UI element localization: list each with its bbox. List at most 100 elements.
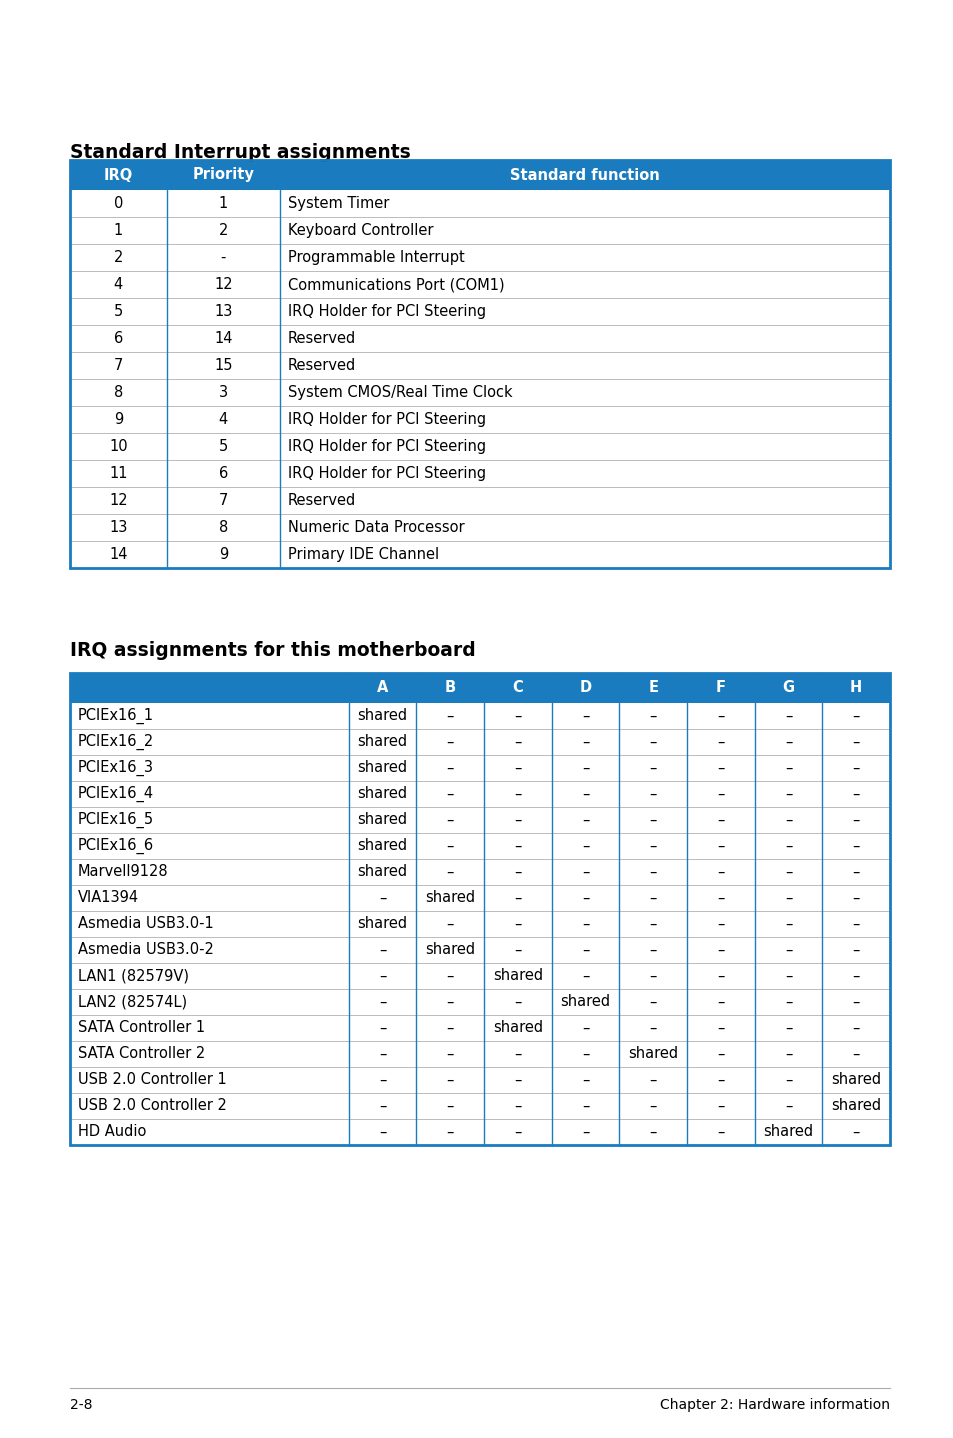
Bar bbox=[70, 673, 889, 1145]
Text: –: – bbox=[378, 1021, 386, 1035]
Text: 1: 1 bbox=[218, 196, 228, 211]
Text: –: – bbox=[446, 838, 454, 854]
Text: Asmedia USB3.0-2: Asmedia USB3.0-2 bbox=[78, 942, 213, 958]
Text: F: F bbox=[715, 680, 725, 696]
Text: LAN1 (82579V): LAN1 (82579V) bbox=[78, 969, 189, 984]
Text: –: – bbox=[514, 812, 521, 827]
Text: System Timer: System Timer bbox=[288, 196, 389, 211]
Text: –: – bbox=[514, 787, 521, 801]
Text: Primary IDE Channel: Primary IDE Channel bbox=[288, 546, 438, 562]
Text: –: – bbox=[581, 942, 589, 958]
Text: PCIEx16_1: PCIEx16_1 bbox=[78, 707, 154, 725]
Bar bbox=[70, 160, 889, 568]
Text: G: G bbox=[781, 680, 794, 696]
Text: –: – bbox=[649, 1073, 657, 1087]
Text: –: – bbox=[784, 787, 791, 801]
Text: –: – bbox=[514, 1099, 521, 1113]
Text: –: – bbox=[446, 709, 454, 723]
Text: 0: 0 bbox=[113, 196, 123, 211]
Bar bbox=[70, 160, 889, 190]
Text: Priority: Priority bbox=[193, 167, 254, 183]
Text: –: – bbox=[649, 969, 657, 984]
Text: –: – bbox=[446, 735, 454, 749]
Text: E: E bbox=[647, 680, 658, 696]
Text: 4: 4 bbox=[113, 278, 123, 292]
Text: –: – bbox=[378, 969, 386, 984]
Text: –: – bbox=[784, 1047, 791, 1061]
Text: shared: shared bbox=[357, 838, 407, 854]
Text: –: – bbox=[581, 735, 589, 749]
Text: IRQ Holder for PCI Steering: IRQ Holder for PCI Steering bbox=[288, 413, 485, 427]
Text: 5: 5 bbox=[218, 439, 228, 454]
Text: –: – bbox=[649, 709, 657, 723]
Text: –: – bbox=[784, 942, 791, 958]
Text: System CMOS/Real Time Clock: System CMOS/Real Time Clock bbox=[288, 385, 512, 400]
Text: SATA Controller 1: SATA Controller 1 bbox=[78, 1021, 205, 1035]
Text: –: – bbox=[852, 1047, 859, 1061]
Text: –: – bbox=[446, 1047, 454, 1061]
Text: –: – bbox=[378, 942, 386, 958]
Text: –: – bbox=[581, 1021, 589, 1035]
Text: –: – bbox=[649, 916, 657, 932]
Text: –: – bbox=[446, 1073, 454, 1087]
Text: –: – bbox=[784, 735, 791, 749]
Text: PCIEx16_2: PCIEx16_2 bbox=[78, 733, 154, 751]
Text: –: – bbox=[852, 838, 859, 854]
Text: Programmable Interrupt: Programmable Interrupt bbox=[288, 250, 464, 265]
Text: USB 2.0 Controller 2: USB 2.0 Controller 2 bbox=[78, 1099, 227, 1113]
Text: shared: shared bbox=[560, 995, 610, 1009]
Text: –: – bbox=[581, 812, 589, 827]
Text: shared: shared bbox=[627, 1047, 678, 1061]
Text: 14: 14 bbox=[213, 331, 233, 347]
Text: IRQ Holder for PCI Steering: IRQ Holder for PCI Steering bbox=[288, 466, 485, 480]
Text: –: – bbox=[649, 838, 657, 854]
Text: LAN2 (82574L): LAN2 (82574L) bbox=[78, 995, 187, 1009]
Text: –: – bbox=[446, 1021, 454, 1035]
Text: –: – bbox=[378, 995, 386, 1009]
Text: D: D bbox=[578, 680, 591, 696]
Text: –: – bbox=[784, 838, 791, 854]
Text: 12: 12 bbox=[213, 278, 233, 292]
Text: –: – bbox=[852, 812, 859, 827]
Text: –: – bbox=[852, 969, 859, 984]
Text: –: – bbox=[717, 916, 723, 932]
Text: –: – bbox=[784, 864, 791, 880]
Text: –: – bbox=[717, 1099, 723, 1113]
Text: –: – bbox=[581, 864, 589, 880]
Text: IRQ Holder for PCI Steering: IRQ Holder for PCI Steering bbox=[288, 439, 485, 454]
Text: –: – bbox=[649, 995, 657, 1009]
Text: –: – bbox=[784, 969, 791, 984]
Text: shared: shared bbox=[357, 709, 407, 723]
Text: 6: 6 bbox=[113, 331, 123, 347]
Text: –: – bbox=[514, 916, 521, 932]
Text: –: – bbox=[446, 864, 454, 880]
Text: shared: shared bbox=[493, 1021, 542, 1035]
Text: shared: shared bbox=[830, 1099, 881, 1113]
Text: 5: 5 bbox=[113, 303, 123, 319]
Text: –: – bbox=[514, 709, 521, 723]
Text: 12: 12 bbox=[109, 493, 128, 508]
Bar bbox=[70, 673, 889, 703]
Text: 6: 6 bbox=[218, 466, 228, 480]
Text: –: – bbox=[852, 1125, 859, 1139]
Text: –: – bbox=[581, 1047, 589, 1061]
Text: –: – bbox=[717, 787, 723, 801]
Text: IRQ: IRQ bbox=[104, 167, 132, 183]
Text: shared: shared bbox=[425, 890, 475, 906]
Text: 11: 11 bbox=[109, 466, 128, 480]
Text: –: – bbox=[514, 735, 521, 749]
Text: –: – bbox=[717, 864, 723, 880]
Text: shared: shared bbox=[357, 735, 407, 749]
Text: Asmedia USB3.0-1: Asmedia USB3.0-1 bbox=[78, 916, 213, 932]
Text: 8: 8 bbox=[113, 385, 123, 400]
Text: 2: 2 bbox=[113, 250, 123, 265]
Text: –: – bbox=[852, 735, 859, 749]
Text: –: – bbox=[784, 890, 791, 906]
Text: –: – bbox=[717, 1073, 723, 1087]
Text: 8: 8 bbox=[218, 521, 228, 535]
Text: Standard function: Standard function bbox=[510, 167, 659, 183]
Text: Standard Interrupt assignments: Standard Interrupt assignments bbox=[70, 142, 411, 162]
Text: –: – bbox=[717, 942, 723, 958]
Text: PCIEx16_4: PCIEx16_4 bbox=[78, 787, 154, 802]
Text: 9: 9 bbox=[218, 546, 228, 562]
